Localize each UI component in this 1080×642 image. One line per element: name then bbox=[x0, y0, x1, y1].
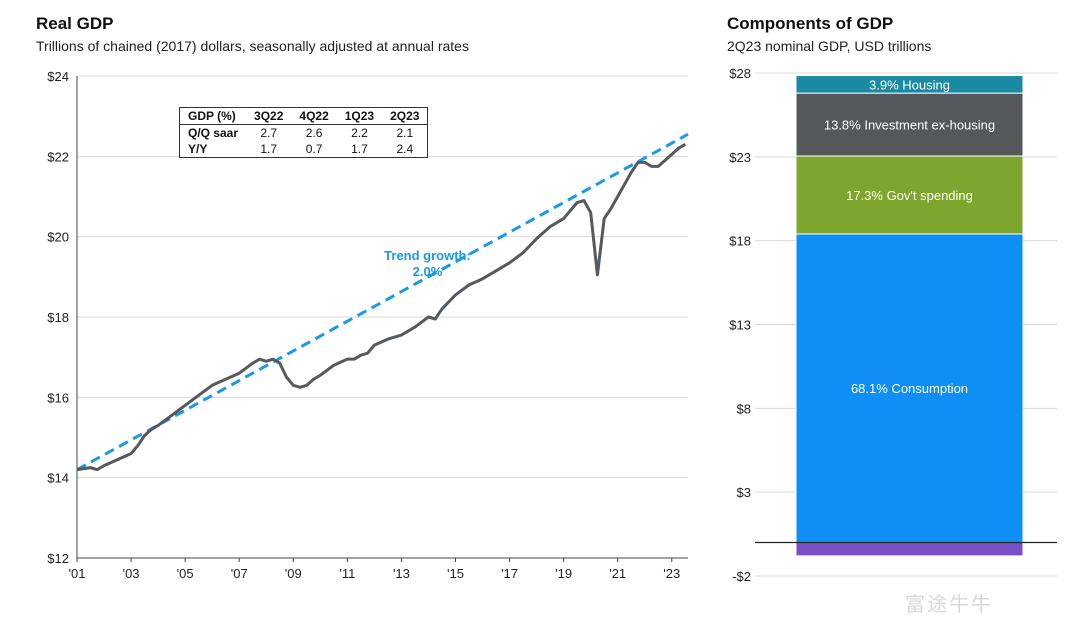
table-cell: 2.7 bbox=[260, 126, 278, 140]
y-tick-label: $12 bbox=[47, 551, 69, 566]
table-cell: 0.7 bbox=[305, 142, 323, 156]
table-row-label: Q/Q saar bbox=[188, 126, 239, 140]
watermark-text: 富途牛牛 bbox=[905, 594, 993, 616]
x-tick-label: '07 bbox=[231, 566, 248, 581]
y-tick-label: $23 bbox=[729, 150, 751, 165]
table-header-row: GDP (%) 3Q22 4Q22 1Q23 2Q23 bbox=[179, 107, 428, 125]
x-tick-label: '03 bbox=[123, 566, 140, 581]
trend-growth-label: Trend growth: 2.0% bbox=[370, 248, 485, 280]
table-header-cell: 2Q23 bbox=[382, 107, 428, 125]
x-tick-label: '09 bbox=[285, 566, 302, 581]
y-tick-label: $14 bbox=[47, 471, 69, 486]
y-tick-label: $18 bbox=[729, 234, 751, 249]
y-tick-label: $16 bbox=[47, 390, 69, 405]
y-tick-label: $8 bbox=[737, 401, 751, 416]
bar-segment bbox=[795, 233, 1024, 543]
table-header-cell: 4Q22 bbox=[291, 107, 337, 125]
table-cell: 1.7 bbox=[351, 142, 368, 156]
components-subtitle: 2Q23 nominal GDP, USD trillions bbox=[727, 38, 932, 54]
x-tick-label: '19 bbox=[555, 566, 572, 581]
table-header-cell: 1Q23 bbox=[336, 107, 383, 125]
table-cell: 2.2 bbox=[351, 126, 368, 140]
table-cell: 1.7 bbox=[260, 142, 278, 156]
bar-segment bbox=[795, 75, 1024, 94]
components-title: Components of GDP bbox=[727, 14, 894, 33]
table-row: Q/Q saar 2.7 2.6 2.2 2.1 bbox=[180, 125, 428, 142]
trend-growth-line bbox=[76, 132, 689, 471]
bar-segment bbox=[795, 92, 1024, 157]
x-tick-label: '21 bbox=[609, 566, 626, 581]
table-cell: 2.6 bbox=[305, 126, 323, 140]
segment-label: 68.1% Consumption bbox=[851, 381, 968, 396]
table-row: Y/Y 1.7 0.7 1.7 2.4 bbox=[180, 141, 428, 158]
y-tick-label: $18 bbox=[47, 310, 69, 325]
x-tick-label: '13 bbox=[393, 566, 410, 581]
segment-label: 3.9% Housing bbox=[869, 77, 950, 92]
table-cell: 2.4 bbox=[396, 142, 414, 156]
x-tick-label: '01 bbox=[69, 566, 86, 581]
table-header-cell: GDP (%) bbox=[179, 107, 247, 125]
segment-label: -3.0% Net exports bbox=[857, 561, 962, 576]
real-gdp-line bbox=[76, 142, 687, 472]
x-tick-label: '05 bbox=[177, 566, 194, 581]
y-tick-label: $3 bbox=[737, 485, 751, 500]
real-gdp-title: Real GDP bbox=[36, 14, 114, 33]
table-row-label: Y/Y bbox=[188, 142, 208, 156]
bar-segment bbox=[795, 541, 1024, 557]
gdp-growth-table: GDP (%) 3Q22 4Q22 1Q23 2Q23 Q/Q saar 2.7… bbox=[179, 107, 429, 158]
y-tick-label: $20 bbox=[47, 230, 69, 245]
segment-label: 17.3% Gov't spending bbox=[846, 188, 973, 203]
trend-label-line1: Trend growth: bbox=[384, 248, 471, 263]
x-tick-label: '23 bbox=[663, 566, 680, 581]
y-tick-label: $24 bbox=[47, 69, 69, 84]
y-tick-label: $28 bbox=[729, 66, 751, 81]
y-tick-label: $22 bbox=[47, 149, 69, 164]
x-tick-label: '15 bbox=[447, 566, 464, 581]
table-cell: 2.1 bbox=[396, 126, 414, 140]
x-tick-label: '11 bbox=[339, 566, 355, 581]
segment-label: 13.8% Investment ex-housing bbox=[824, 118, 995, 133]
y-tick-label: -$2 bbox=[732, 569, 751, 584]
table-header-cell: 3Q22 bbox=[246, 107, 292, 125]
x-tick-label: '17 bbox=[501, 566, 518, 581]
trend-label-line2: 2.0% bbox=[412, 264, 443, 279]
real-gdp-subtitle: Trillions of chained (2017) dollars, sea… bbox=[36, 38, 469, 54]
y-tick-label: $13 bbox=[729, 318, 751, 333]
bar-segment bbox=[795, 155, 1024, 235]
